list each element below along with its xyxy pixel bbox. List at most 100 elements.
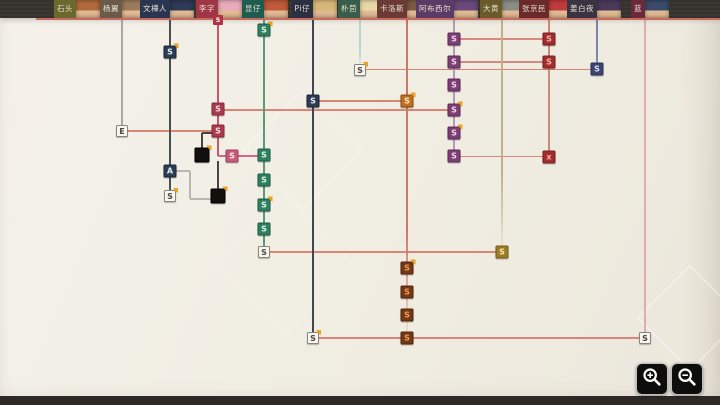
- new-event-marker-icon: [362, 62, 368, 68]
- character-name-label: 石头: [54, 0, 76, 18]
- top-character-bar: 石头 杨翼 文樺人 李字 显仔 Pi仔 朴茴 卡洛斯 阿布西尔 大黄 张京民 姜白夜 蓝: [0, 0, 720, 18]
- character-avatar[interactable]: [218, 0, 242, 18]
- event-node[interactable]: S: [257, 21, 273, 37]
- event-node[interactable]: S: [257, 148, 271, 162]
- character-name-label: 卡洛斯: [377, 0, 407, 18]
- timeline-column-line: [169, 18, 171, 197]
- character-avatar[interactable]: [454, 0, 478, 18]
- event-node[interactable]: S: [164, 188, 178, 202]
- event-node[interactable]: S: [400, 308, 414, 322]
- event-node[interactable]: S: [307, 330, 321, 344]
- zoom-in-button[interactable]: [636, 363, 668, 395]
- event-node[interactable]: S: [354, 62, 368, 76]
- timeline-column-line: [548, 18, 550, 158]
- event-node[interactable]: E: [116, 125, 128, 137]
- new-event-marker-icon: [410, 92, 416, 98]
- event-node[interactable]: S: [447, 32, 461, 46]
- event-node[interactable]: S: [257, 173, 271, 187]
- magnifier-minus-icon: [676, 366, 698, 392]
- topbar-underline: [36, 18, 720, 20]
- event-node[interactable]: S: [225, 149, 239, 163]
- event-node[interactable]: S: [447, 149, 461, 163]
- character-name-label: Pi仔: [291, 0, 313, 18]
- event-node[interactable]: S: [495, 245, 509, 259]
- character-avatar[interactable]: [76, 0, 100, 18]
- new-event-marker-icon: [457, 101, 463, 107]
- event-node[interactable]: S: [400, 259, 416, 275]
- new-event-marker-icon: [173, 43, 179, 49]
- event-node[interactable]: S: [590, 62, 604, 76]
- connector-line: [176, 170, 190, 172]
- watermark-diamond: [213, 193, 355, 335]
- new-event-marker-icon: [267, 21, 273, 27]
- new-event-marker-icon: [172, 188, 178, 194]
- character-avatar[interactable]: [264, 0, 288, 18]
- event-node[interactable]: S: [447, 55, 461, 69]
- new-event-marker-icon: [267, 196, 273, 202]
- timeline-column-line: [406, 18, 408, 346]
- character-name-label: 朴茴: [338, 0, 360, 18]
- character-name-label: 显仔: [242, 0, 264, 18]
- event-node[interactable]: S: [163, 43, 179, 59]
- new-event-marker-icon: [457, 124, 463, 130]
- relation-line: [313, 337, 645, 339]
- new-event-marker-icon: [410, 259, 416, 265]
- new-event-marker-icon: [206, 145, 212, 151]
- timeline-column-line: [263, 18, 265, 252]
- event-node[interactable]: S: [400, 331, 414, 345]
- relation-line: [264, 251, 502, 253]
- timeline-column-line: [121, 18, 123, 131]
- timeline-column-line: [596, 18, 598, 80]
- timeline-column-line: [217, 18, 219, 156]
- event-node[interactable]: S: [257, 196, 273, 212]
- connector-line: [217, 161, 219, 191]
- event-node[interactable]: S: [542, 32, 556, 46]
- connector-line: [190, 198, 212, 200]
- timeline-column-line: [312, 18, 314, 338]
- new-event-marker-icon: [315, 330, 321, 336]
- connector-line: [189, 171, 191, 199]
- character-name-label: 阿布西尔: [416, 0, 454, 18]
- event-node[interactable]: S: [542, 55, 556, 69]
- character-name-label: 杨翼: [100, 0, 122, 18]
- character-name-label: 姜白夜: [567, 0, 597, 18]
- relation-line: [360, 68, 597, 71]
- event-node[interactable]: S: [447, 101, 463, 117]
- event-node[interactable]: S: [447, 124, 463, 140]
- event-node[interactable]: S: [639, 332, 651, 344]
- relation-line: [313, 100, 407, 102]
- timeline-column-line: [501, 18, 503, 258]
- timeline-column-line: [644, 18, 646, 338]
- character-avatar[interactable]: [597, 0, 621, 18]
- character-avatar[interactable]: [645, 0, 669, 18]
- character-name-label: 李字: [196, 0, 218, 18]
- character-name-label: 大黄: [480, 0, 502, 18]
- watermark-diamond: [636, 264, 720, 372]
- event-node[interactable]: S: [258, 246, 270, 258]
- event-node[interactable]: x: [542, 150, 556, 164]
- bottom-letterbox-bar: [0, 396, 720, 405]
- relation-line: [218, 155, 264, 157]
- event-node[interactable]: [194, 145, 212, 163]
- event-node[interactable]: S: [400, 92, 416, 108]
- event-node[interactable]: A: [163, 164, 177, 178]
- zoom-out-button[interactable]: [671, 363, 703, 395]
- event-node[interactable]: S: [257, 222, 271, 236]
- connector-line: [201, 133, 203, 150]
- event-node[interactable]: [210, 186, 228, 204]
- event-node[interactable]: S: [400, 285, 414, 299]
- connector-line: [202, 132, 218, 134]
- event-count-badge: 5: [213, 15, 223, 25]
- magnifier-plus-icon: [641, 366, 663, 392]
- event-node[interactable]: S: [306, 94, 320, 108]
- event-node[interactable]: S: [211, 102, 225, 116]
- timeline-column-line: [359, 18, 361, 68]
- character-avatar[interactable]: [170, 0, 194, 18]
- character-name-label: 张京民: [519, 0, 549, 18]
- character-avatar[interactable]: [313, 0, 337, 18]
- event-node[interactable]: S: [447, 78, 461, 92]
- event-node[interactable]: S: [211, 124, 225, 138]
- new-event-marker-icon: [222, 186, 228, 192]
